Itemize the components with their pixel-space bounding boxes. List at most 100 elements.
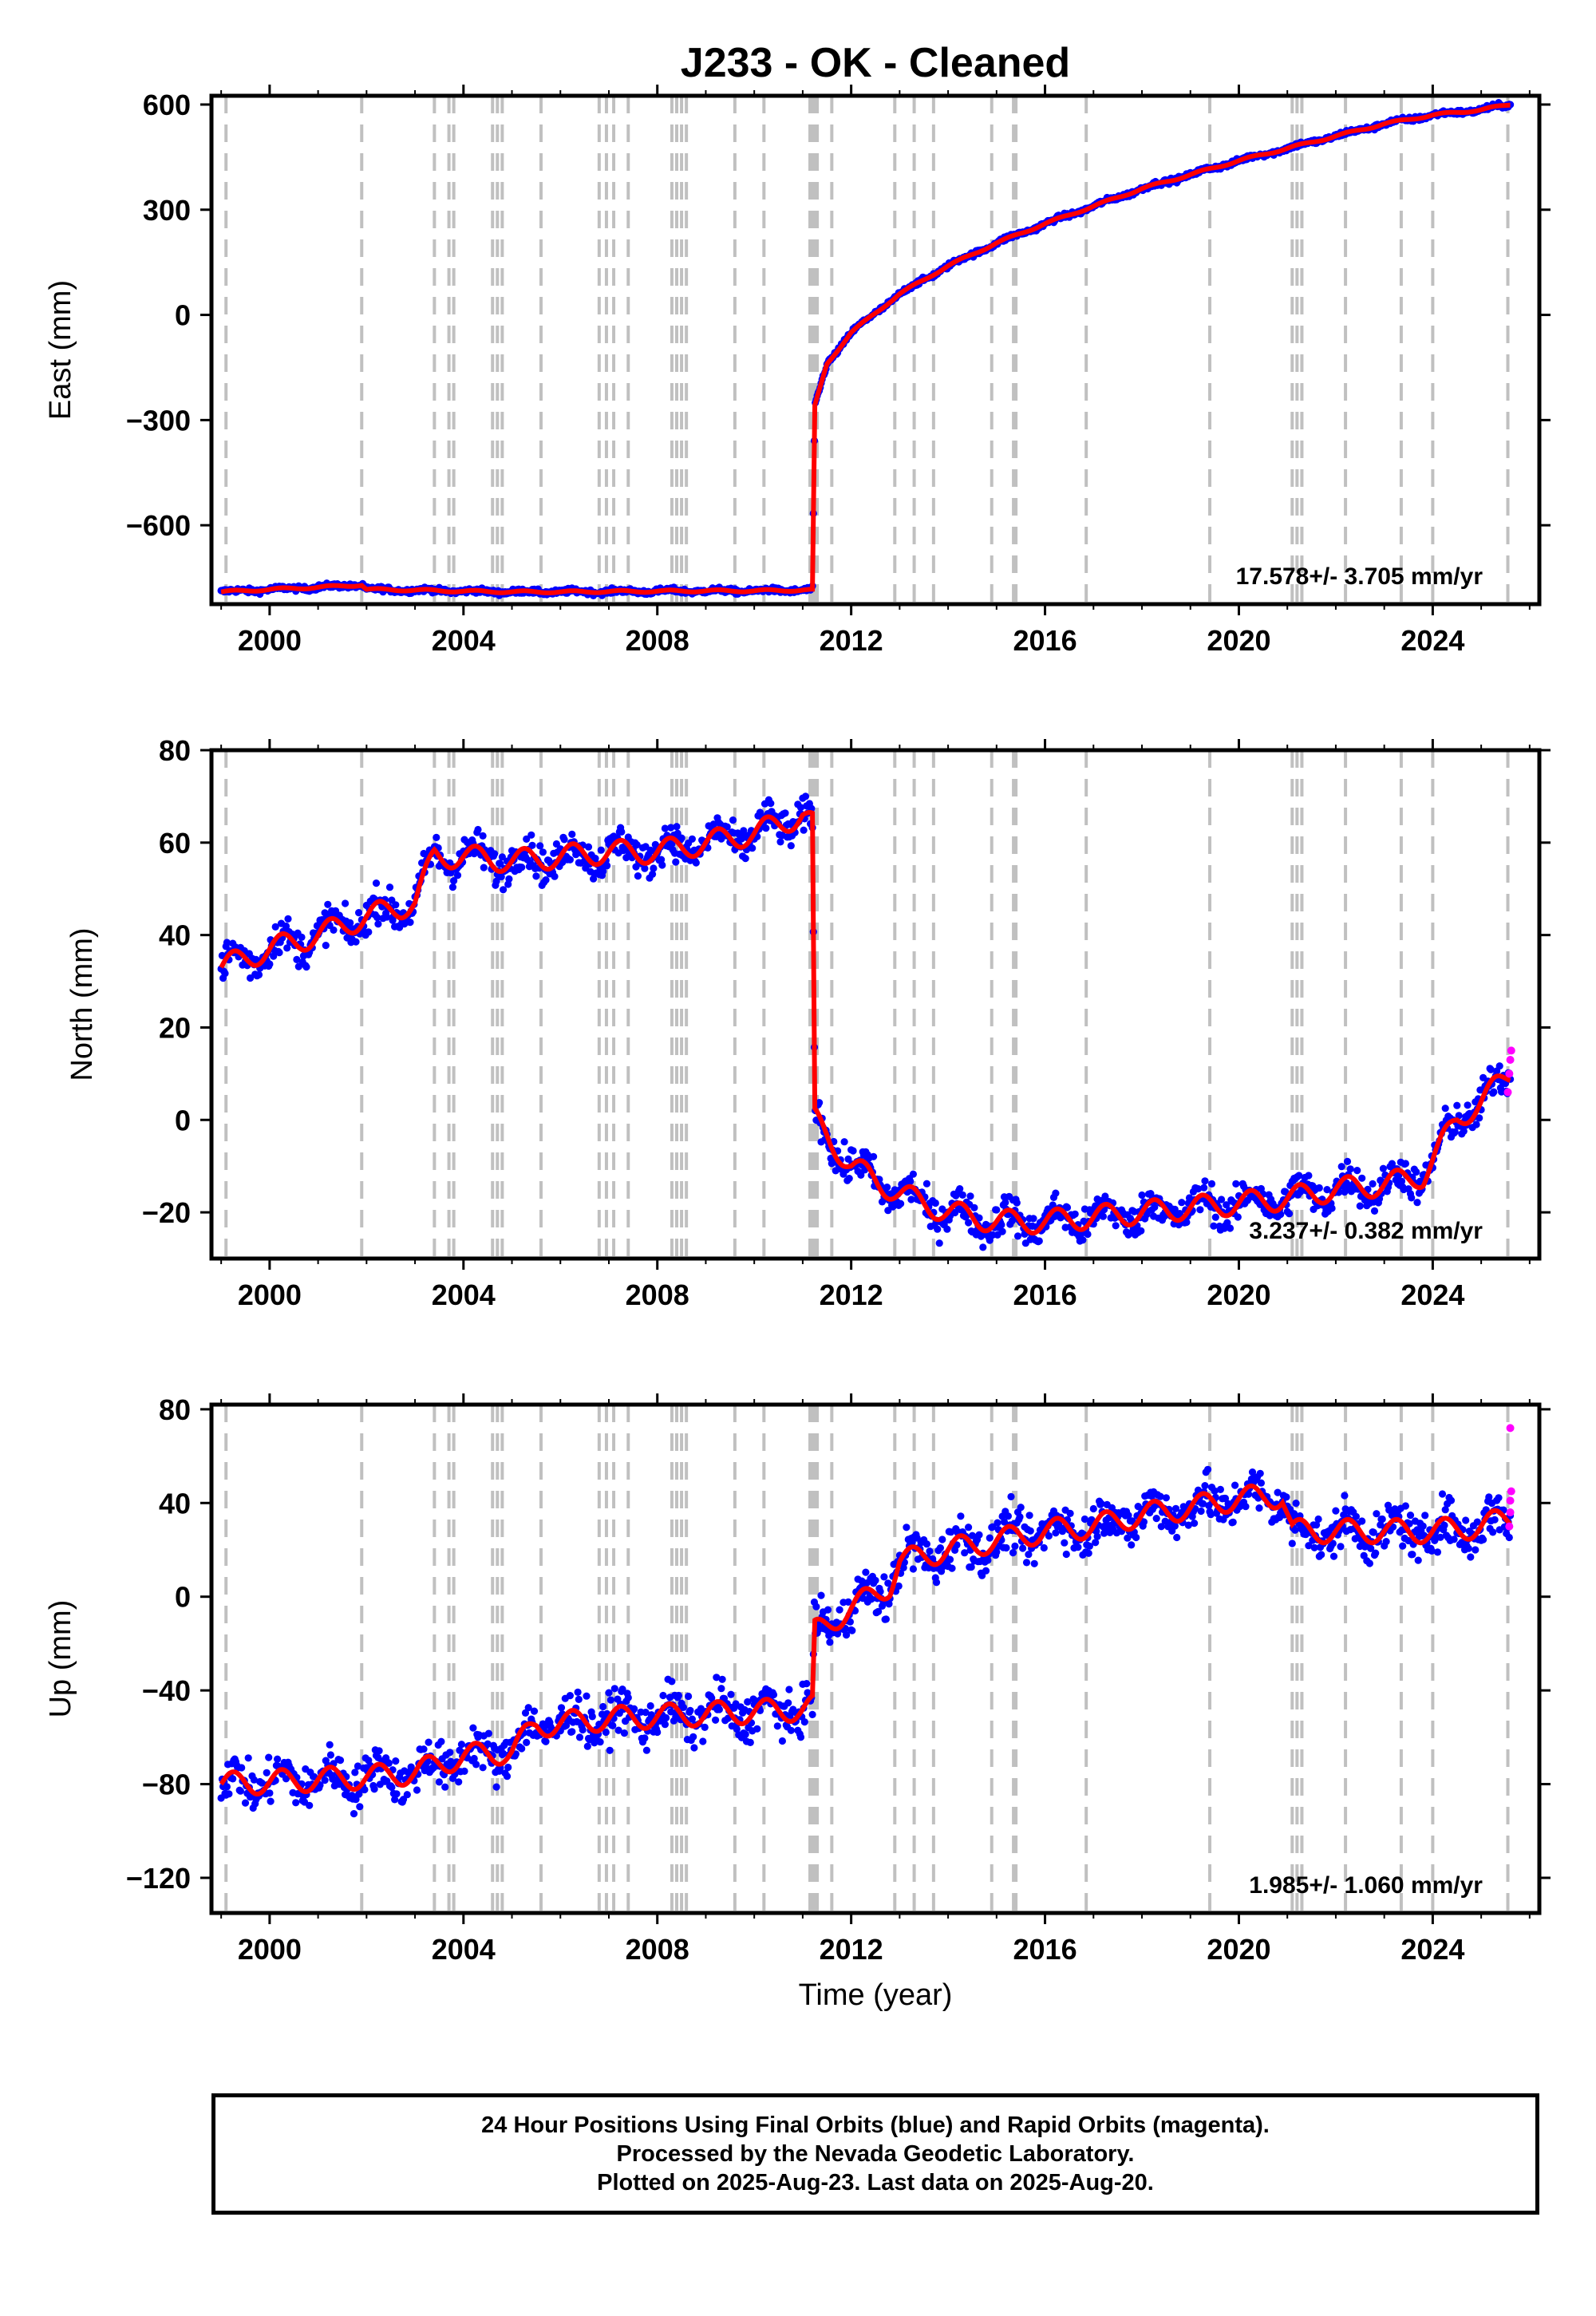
- data-point: [1490, 1088, 1498, 1096]
- data-point: [679, 1703, 688, 1711]
- data-point: [1328, 1204, 1336, 1212]
- data-point: [884, 1579, 892, 1587]
- data-point: [504, 1763, 512, 1772]
- data-point: [875, 1607, 883, 1615]
- data-point: [729, 816, 737, 824]
- data-point: [882, 1615, 890, 1623]
- data-point: [871, 1576, 879, 1584]
- data-point: [1025, 1551, 1033, 1559]
- data-point: [880, 1573, 888, 1581]
- data-point: [437, 1737, 445, 1745]
- data-point: [542, 876, 550, 884]
- data-point: [1211, 1487, 1219, 1495]
- data-point: [989, 1523, 997, 1531]
- data-point: [497, 872, 505, 881]
- data-point: [1061, 1539, 1069, 1547]
- data-point: [1438, 1490, 1447, 1498]
- data-point: [967, 1563, 975, 1571]
- data-point: [1352, 1512, 1360, 1520]
- data-point: [536, 842, 544, 850]
- data-point: [654, 1728, 662, 1737]
- data-point: [958, 1191, 966, 1199]
- data-point: [420, 1745, 428, 1753]
- data-point: [1255, 1504, 1263, 1512]
- data-point: [689, 1733, 697, 1741]
- up-panel: 2000 2004 2008 2012 2016 2020 2024 −120 −80 −40 0 4…: [44, 1393, 1551, 1966]
- data-point: [1408, 1551, 1416, 1559]
- data-point: [448, 883, 457, 891]
- data-point: [1226, 1224, 1235, 1232]
- data-point: [1175, 1210, 1183, 1218]
- data-point: [641, 864, 649, 872]
- chart-title: J233 - OK - Cleaned: [681, 40, 1070, 86]
- data-point: [943, 1225, 951, 1233]
- data-point: [926, 1547, 934, 1555]
- data-point: [392, 1757, 400, 1765]
- data-point: [453, 871, 462, 879]
- y-tick-label: 40: [159, 1487, 191, 1520]
- data-point: [1178, 1199, 1186, 1207]
- data-point: [1156, 1492, 1164, 1500]
- data-point: [1223, 1219, 1231, 1227]
- data-point: [986, 1534, 994, 1542]
- data-point: [372, 879, 381, 887]
- data-point: [492, 877, 500, 885]
- data-point: [1016, 1513, 1024, 1521]
- data-point: [1382, 1538, 1390, 1546]
- data-point: [223, 939, 231, 947]
- data-point: [907, 1196, 915, 1203]
- y-tick-label: 0: [175, 1104, 191, 1136]
- data-point: [403, 1791, 411, 1799]
- data-point: [649, 870, 657, 878]
- data-point: [785, 1686, 793, 1694]
- y-tick-label: −20: [142, 1196, 191, 1229]
- data-point: [824, 1606, 832, 1614]
- data-point: [375, 1747, 383, 1755]
- y-axis-label: North (mm): [65, 927, 99, 1081]
- data-point: [365, 928, 373, 936]
- data-point: [579, 1725, 587, 1734]
- rapid-point: [1507, 1487, 1515, 1496]
- data-point: [1485, 1493, 1493, 1501]
- data-point: [385, 1759, 393, 1767]
- data-point: [776, 838, 784, 846]
- y-tick-label: 0: [175, 1581, 191, 1614]
- data-point: [832, 1167, 839, 1175]
- data-point: [1079, 1236, 1087, 1244]
- data-point: [993, 1206, 1001, 1214]
- data-point: [446, 1749, 454, 1757]
- rapid-point: [1505, 1069, 1514, 1078]
- y-tick-label: 40: [159, 919, 191, 952]
- data-point: [662, 1713, 670, 1722]
- rapid-point: [1506, 1055, 1515, 1064]
- data-point: [1291, 1526, 1299, 1534]
- data-point: [634, 872, 642, 880]
- data-point: [551, 872, 559, 880]
- data-point: [948, 1564, 956, 1572]
- data-point: [678, 834, 685, 842]
- data-point: [1257, 1479, 1265, 1487]
- data-point: [1412, 1168, 1420, 1176]
- data-point: [560, 836, 568, 844]
- data-point: [633, 841, 641, 849]
- rapid-point: [1507, 1046, 1515, 1055]
- data-point: [688, 835, 697, 843]
- data-point: [787, 1726, 795, 1734]
- data-point: [1074, 1543, 1082, 1551]
- data-point: [1286, 1210, 1294, 1218]
- x-tick-label: 2000: [238, 624, 302, 657]
- data-point: [1066, 1509, 1074, 1517]
- data-point: [221, 970, 229, 978]
- data-point: [498, 853, 507, 861]
- rapid-point: [1506, 1496, 1515, 1505]
- data-point: [1152, 1515, 1160, 1523]
- data-point: [1248, 1468, 1257, 1476]
- y-tick-label: 20: [159, 1011, 191, 1044]
- data-point: [606, 1746, 614, 1754]
- data-point: [1487, 1065, 1495, 1073]
- data-point: [946, 1555, 954, 1563]
- data-point: [642, 1709, 650, 1717]
- data-point: [957, 1512, 965, 1520]
- data-point: [1013, 1232, 1022, 1240]
- data-point: [1216, 1485, 1224, 1493]
